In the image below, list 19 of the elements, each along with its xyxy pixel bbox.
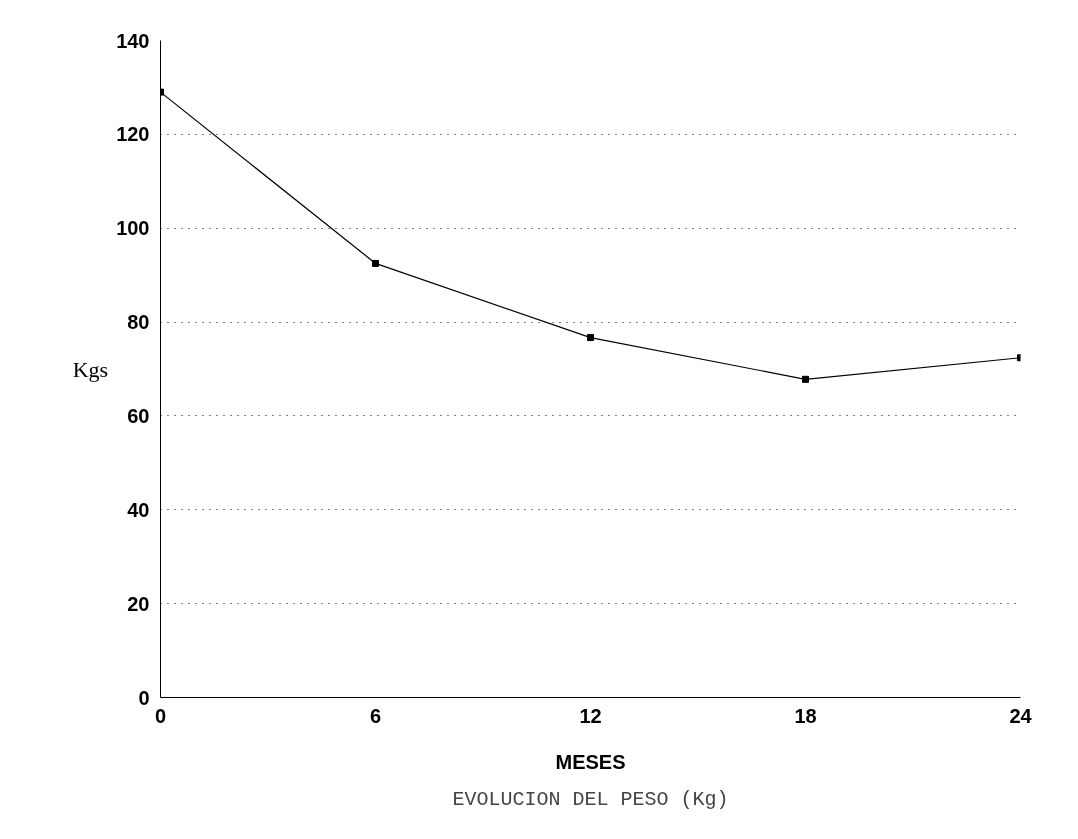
y-tick-label: 0 [138, 686, 150, 709]
point [587, 334, 594, 342]
point [802, 375, 809, 383]
y-tick-label: 140 [116, 29, 150, 52]
y-tick-label: 120 [116, 123, 150, 146]
x-tick-label: 18 [794, 704, 817, 727]
y-axis-title: Kgs [72, 356, 109, 382]
y-tick-label: 20 [127, 592, 150, 615]
y-tick-label: 60 [127, 404, 150, 427]
x-tick-label: 24 [1009, 704, 1033, 727]
text: EVOLUCION DEL PESO (Kg) [452, 787, 729, 811]
point [372, 259, 379, 267]
x-tick-label: 6 [369, 704, 382, 727]
y-tick-label: 80 [127, 311, 150, 334]
y-tick-label: 40 [127, 498, 150, 521]
x-tick-label: 12 [579, 704, 602, 727]
y-tick-label: 100 [116, 217, 150, 240]
x-axis-title: MESES [555, 750, 626, 773]
x-tick-label: 0 [154, 704, 167, 727]
